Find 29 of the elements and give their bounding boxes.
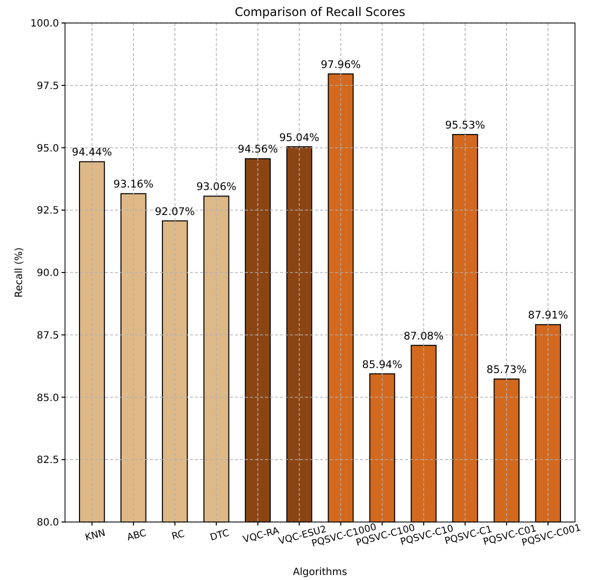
data-label: 87.08% — [404, 330, 444, 342]
y-tick-label: 80.0 — [36, 518, 59, 528]
y-tick-label: 82.5 — [36, 455, 59, 466]
data-label: 94.56% — [238, 144, 278, 156]
y-axis-title: Recall (%) — [14, 247, 25, 298]
x-tick-label: VQC-RA — [242, 525, 281, 546]
data-label: 94.44% — [72, 146, 112, 159]
data-label: 93.06% — [196, 181, 236, 194]
y-tick-label: 100.0 — [30, 18, 59, 30]
x-axis-title: Algorithms — [292, 567, 348, 578]
x-tick-label: RC — [170, 528, 186, 543]
data-label: 92.07% — [154, 206, 195, 218]
y-tick-label: 85.0 — [36, 392, 59, 404]
data-label: 85.94% — [362, 358, 402, 371]
y-tick-label: 95.0 — [36, 143, 59, 154]
data-label: 85.73% — [486, 364, 527, 376]
x-tick-label: DTC — [208, 528, 231, 544]
data-label: 95.53% — [445, 120, 486, 132]
data-label: 93.16% — [113, 178, 154, 191]
chart-title: Comparison of Recall Scores — [234, 5, 406, 19]
data-label: 87.91% — [528, 310, 568, 322]
x-tick-label: KNN — [84, 528, 107, 544]
y-tick-label: 90.0 — [36, 268, 59, 279]
y-tick-label: 92.5 — [36, 206, 59, 217]
data-label: 95.04% — [279, 132, 320, 144]
x-tick-label: ABC — [126, 528, 148, 544]
y-tick-label: 97.5 — [36, 80, 59, 92]
y-tick-label: 87.5 — [36, 330, 59, 342]
data-label: 97.96% — [320, 58, 361, 71]
